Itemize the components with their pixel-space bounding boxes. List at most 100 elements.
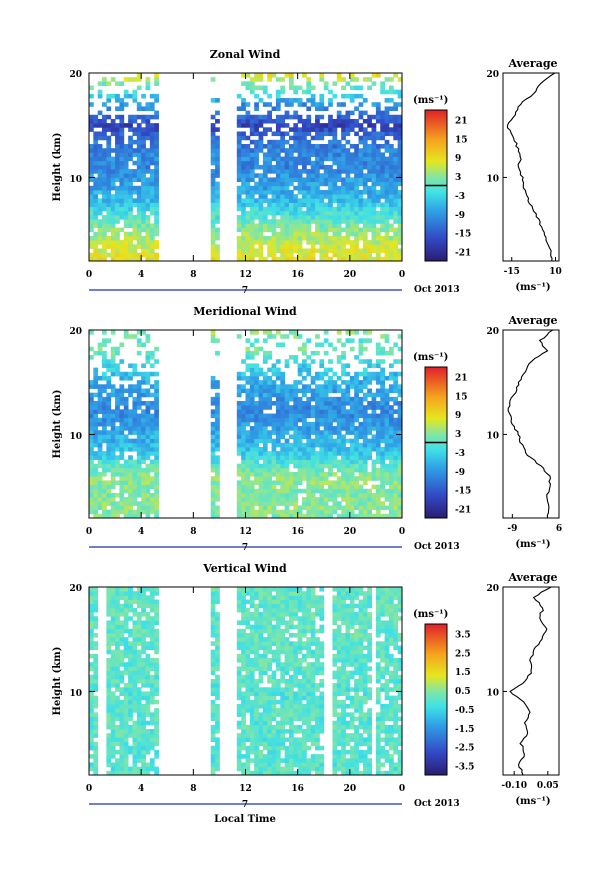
heatmap-cell bbox=[332, 136, 337, 141]
heatmap-cell bbox=[280, 729, 285, 734]
heatmap-cell bbox=[141, 679, 146, 684]
heatmap-cell bbox=[141, 401, 146, 406]
heatmap-cell bbox=[137, 671, 142, 676]
heatmap-cell bbox=[315, 464, 320, 469]
heatmap-cell bbox=[98, 248, 103, 253]
heatmap-cell bbox=[102, 501, 107, 506]
heatmap-cell bbox=[376, 497, 381, 502]
heatmap-cell bbox=[111, 480, 116, 485]
heatmap-cell bbox=[311, 190, 316, 195]
heatmap-cell bbox=[350, 111, 355, 116]
heatmap-cell bbox=[350, 223, 355, 228]
heatmap-cell bbox=[211, 115, 216, 120]
heatmap-cell bbox=[89, 767, 94, 772]
heatmap-cell bbox=[124, 468, 129, 473]
heatmap-cell bbox=[211, 683, 216, 688]
heatmap-cell bbox=[124, 330, 129, 335]
heatmap-cell bbox=[111, 439, 116, 444]
heatmap-cell bbox=[376, 430, 381, 435]
heatmap-cell bbox=[285, 767, 290, 772]
heatmap-cell bbox=[354, 434, 359, 439]
heatmap-cell bbox=[146, 641, 151, 646]
heatmap-cell bbox=[372, 468, 377, 473]
heatmap-cell bbox=[289, 414, 294, 419]
heatmap-cell bbox=[272, 223, 277, 228]
heatmap-cell bbox=[146, 767, 151, 772]
heatmap-cell bbox=[128, 173, 133, 178]
heatmap-cell bbox=[259, 401, 264, 406]
heatmap-cell bbox=[246, 675, 251, 680]
heatmap-cell bbox=[137, 451, 142, 456]
heatmap-cell bbox=[319, 161, 324, 166]
heatmap-cell bbox=[280, 430, 285, 435]
heatmap-cell bbox=[380, 472, 385, 477]
heatmap-cell bbox=[150, 384, 155, 389]
heatmap-cell bbox=[246, 173, 251, 178]
heatmap-cell bbox=[141, 595, 146, 600]
heatmap-cell bbox=[93, 434, 98, 439]
heatmap-cell bbox=[102, 376, 107, 381]
heatmap-cell bbox=[393, 493, 398, 498]
heatmap-cell bbox=[132, 489, 137, 494]
heatmap-cell bbox=[246, 476, 251, 481]
heatmap-cell bbox=[359, 228, 364, 233]
heatmap-cell bbox=[89, 460, 94, 465]
heatmap-cell bbox=[137, 102, 142, 107]
heatmap-cell bbox=[359, 127, 364, 132]
heatmap-cell bbox=[141, 393, 146, 398]
heatmap-cell bbox=[359, 161, 364, 166]
heatmap-cell bbox=[111, 625, 116, 630]
heatmap-cell bbox=[359, 343, 364, 348]
heatmap-cell bbox=[254, 422, 259, 427]
heatmap-cell bbox=[250, 194, 255, 199]
heatmap-cell bbox=[337, 409, 342, 414]
heatmap-cell bbox=[385, 472, 390, 477]
heatmap-cell bbox=[337, 115, 342, 120]
heatmap-cell bbox=[328, 397, 333, 402]
heatmap-cell bbox=[345, 248, 350, 253]
heatmap-cell bbox=[363, 359, 368, 364]
heatmap-cell bbox=[132, 650, 137, 655]
heatmap-cell bbox=[259, 767, 264, 772]
heatmap-cell bbox=[150, 666, 155, 671]
heatmap-cell bbox=[376, 236, 381, 241]
heatmap-cell bbox=[376, 115, 381, 120]
heatmap-cell bbox=[137, 501, 142, 506]
heatmap-cell bbox=[254, 401, 259, 406]
heatmap-cell bbox=[106, 434, 111, 439]
heatmap-cell bbox=[119, 102, 124, 107]
heatmap-cell bbox=[289, 190, 294, 195]
heatmap-cell bbox=[345, 426, 350, 431]
heatmap-cell bbox=[345, 173, 350, 178]
heatmap-cell bbox=[211, 451, 216, 456]
heatmap-cell bbox=[211, 228, 216, 233]
heatmap-cell bbox=[380, 190, 385, 195]
heatmap-cell bbox=[385, 426, 390, 431]
heatmap-cell bbox=[246, 248, 251, 253]
heatmap-cell bbox=[215, 658, 220, 663]
heatmap-cell bbox=[89, 190, 94, 195]
heatmap-cell bbox=[289, 405, 294, 410]
heatmap-cell bbox=[115, 595, 120, 600]
heatmap-cell bbox=[319, 455, 324, 460]
heatmap-cell bbox=[311, 380, 316, 385]
heatmap-cell bbox=[132, 388, 137, 393]
heatmap-cell bbox=[215, 633, 220, 638]
heatmap-cell bbox=[241, 729, 246, 734]
heatmap-cell bbox=[102, 430, 107, 435]
heatmap-cell bbox=[111, 742, 116, 747]
heatmap-cell bbox=[137, 380, 142, 385]
heatmap-cell bbox=[137, 625, 142, 630]
heatmap-cell bbox=[302, 131, 307, 136]
heatmap-cell bbox=[285, 472, 290, 477]
heatmap-cell bbox=[132, 426, 137, 431]
heatmap-cell bbox=[211, 476, 216, 481]
heatmap-cell bbox=[150, 426, 155, 431]
heatmap-cell bbox=[115, 98, 120, 103]
heatmap-cell bbox=[337, 203, 342, 208]
heatmap-cell bbox=[306, 501, 311, 506]
heatmap-cell bbox=[267, 211, 272, 216]
heatmap-cell bbox=[302, 414, 307, 419]
heatmap-cell bbox=[393, 194, 398, 199]
heatmap-cell bbox=[246, 658, 251, 663]
